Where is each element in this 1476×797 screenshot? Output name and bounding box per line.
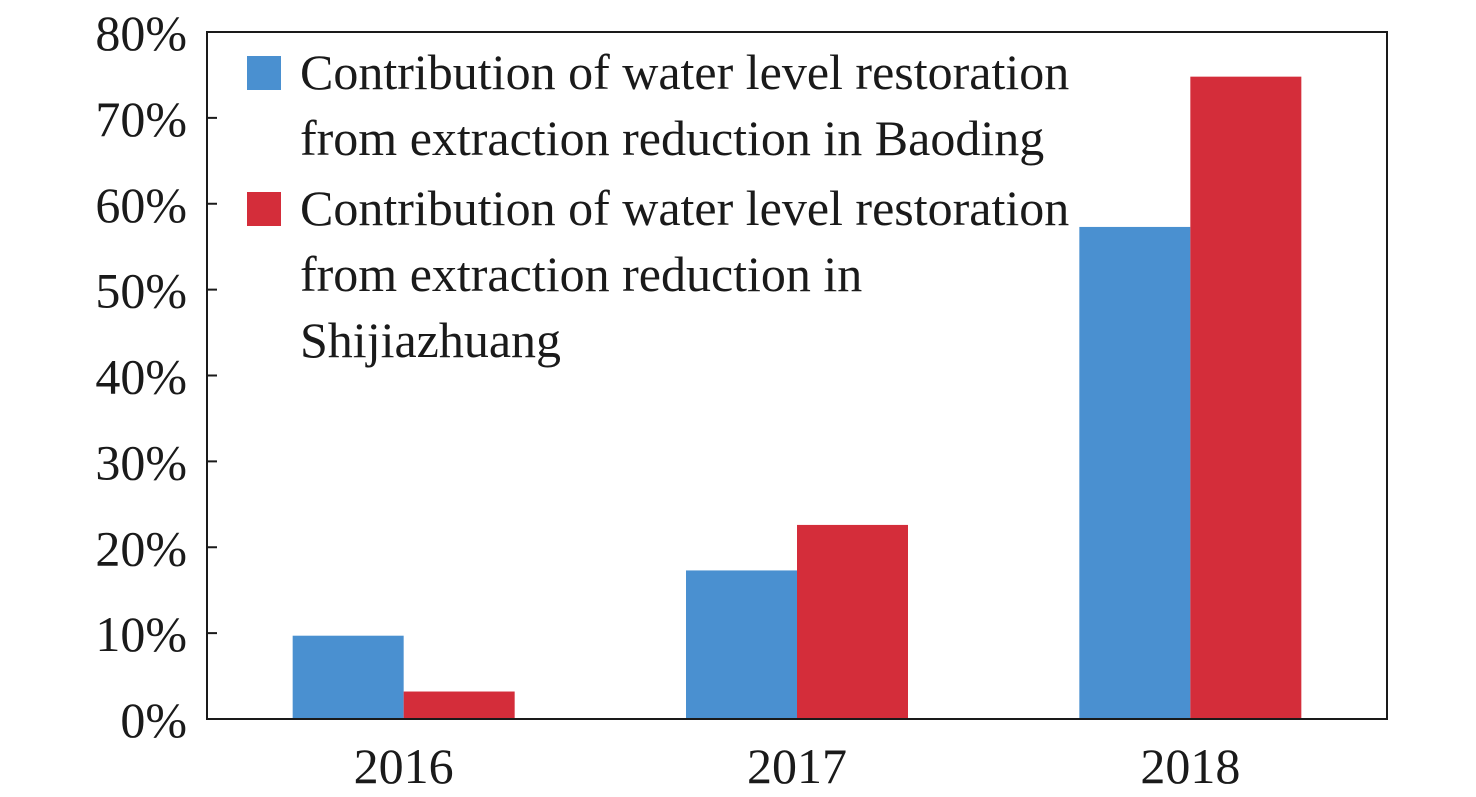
- x-tick-label: 2017: [747, 738, 847, 794]
- y-tick-label: 30%: [95, 434, 187, 490]
- legend: Contribution of water level restoration f…: [247, 44, 1069, 368]
- y-tick-label: 40%: [95, 349, 187, 405]
- legend-swatch-2: [247, 192, 281, 226]
- bar-2016-series-2: [403, 691, 515, 719]
- y-tick-label: 20%: [95, 520, 187, 576]
- bar-2018-series-2: [1190, 76, 1302, 719]
- x-tick-label: 2018: [1140, 738, 1240, 794]
- legend-swatch-1: [247, 56, 281, 90]
- legend-label-line: from extraction reduction in: [300, 246, 862, 302]
- y-axis: 0% 10% 20% 30% 40% 50% 60% 70% 80%: [95, 5, 217, 748]
- legend-label-line: Contribution of water level restoration: [300, 44, 1069, 100]
- y-tick-label: 60%: [95, 177, 187, 233]
- legend-label-line: Contribution of water level restoration: [300, 180, 1069, 236]
- y-tick-label: 50%: [95, 263, 187, 319]
- legend-label-line: from extraction reduction in Baoding: [300, 110, 1044, 166]
- x-tick-label: 2016: [354, 738, 454, 794]
- bar-2017-series-2: [797, 524, 908, 719]
- bar-2016-series-1: [292, 635, 404, 719]
- y-tick-label: 70%: [95, 91, 187, 147]
- bar-2017-series-1: [686, 570, 797, 719]
- legend-label-line: Shijiazhuang: [300, 312, 561, 368]
- y-tick-label: 80%: [95, 5, 187, 61]
- x-axis: 2016 2017 2018: [354, 738, 1241, 794]
- y-tick-label: 10%: [95, 606, 187, 662]
- bars-group: [292, 76, 1302, 719]
- y-tick-label: 0%: [120, 692, 187, 748]
- bar-2018-series-1: [1079, 226, 1191, 719]
